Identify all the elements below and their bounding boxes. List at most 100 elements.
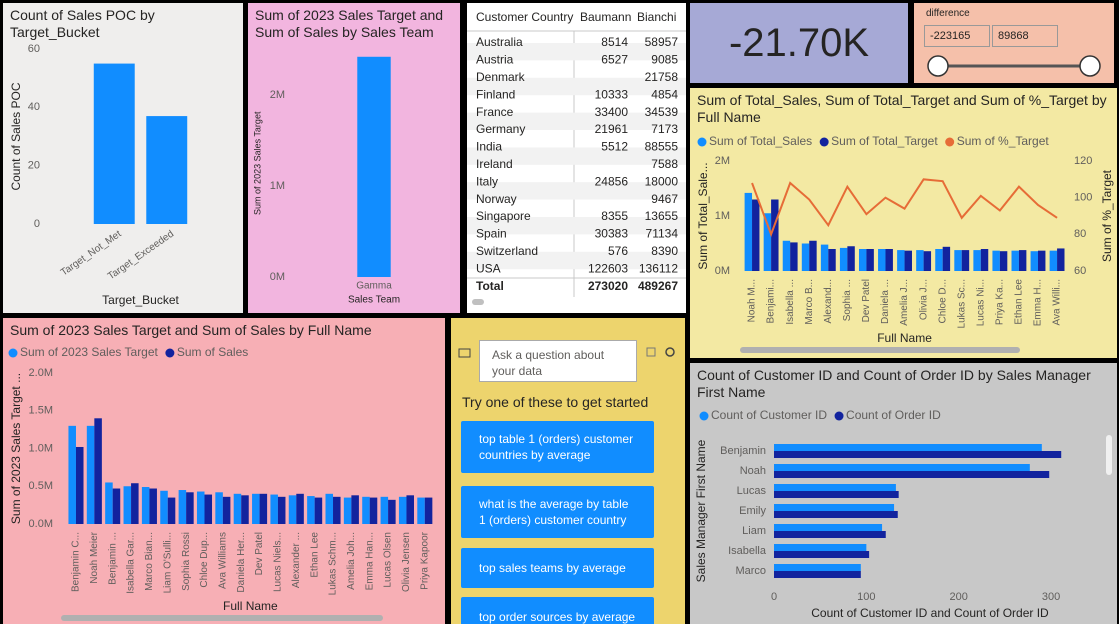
chart-title: Count of Sales POC by Target_Bucket <box>10 7 155 40</box>
x-tick-label: Olivia J... <box>918 279 929 320</box>
tick-label: 20 <box>28 160 40 172</box>
bar <box>388 499 396 524</box>
range-max-input[interactable]: 89868 <box>992 25 1058 47</box>
bar <box>277 496 286 524</box>
bar <box>369 497 378 524</box>
bar <box>160 490 168 524</box>
x-tick-label: Amelia J... <box>899 279 910 326</box>
table-cell: Germany <box>476 122 525 136</box>
legend-marker <box>945 137 955 147</box>
table-cell: 13655 <box>645 209 679 223</box>
bar <box>325 493 334 524</box>
bar <box>961 250 970 271</box>
bar <box>1038 250 1046 271</box>
bar <box>362 496 370 524</box>
suggestion-button[interactable]: top order sources by average <box>461 597 654 624</box>
x-tick-label: Benjami... <box>766 279 777 323</box>
bar <box>820 244 829 271</box>
chart-title: Sum of 2023 Sales Target and Sum of Sale… <box>255 7 444 40</box>
panel-table: Customer Country Baumann Bianchi Australia 8… <box>467 3 686 313</box>
column-header: Baumann <box>580 10 631 24</box>
bar <box>296 493 304 524</box>
table-cell: 21961 <box>595 122 629 136</box>
table-cell: 21758 <box>645 70 679 84</box>
panel-sales-manager: Count of Customer ID and Count of Order … <box>690 363 1117 624</box>
bar <box>885 249 893 271</box>
bar <box>141 487 150 524</box>
y-axis-title: Sum of 2023 Sales Target <box>252 111 262 215</box>
scrollbar[interactable] <box>740 347 1020 353</box>
bar <box>343 497 352 524</box>
x-tick-label: Noah Meier <box>89 531 100 583</box>
suggestion-button[interactable]: top table 1 (orders) customer countries … <box>461 421 654 473</box>
row-band <box>467 217 686 235</box>
bar <box>774 491 899 498</box>
chart: 0M 1M 2M 60 80 100 120 Sum of Total_Sale... Sum … <box>696 134 1114 353</box>
table-cell: USA <box>476 261 501 275</box>
settings-icon[interactable] <box>665 347 675 357</box>
x-tick-label: Noah M... <box>747 279 758 322</box>
scrollbar[interactable] <box>472 299 484 305</box>
bar <box>252 493 260 524</box>
legend-label: Sum of Total_Sales <box>709 134 812 148</box>
tick-label: 60 <box>1074 265 1086 277</box>
question-input[interactable]: Ask a question about your data <box>479 340 637 382</box>
total-cell: 273020 <box>588 279 628 293</box>
row-band <box>467 77 686 96</box>
bar <box>233 493 242 524</box>
tick-label: 60 <box>28 43 40 55</box>
table-cell: 6527 <box>601 53 628 67</box>
bar <box>196 491 205 524</box>
bar <box>307 496 315 524</box>
slider-handle[interactable] <box>1079 55 1101 77</box>
x-tick-label: Emma H... <box>1033 279 1044 326</box>
x-tick-label: Lucas Ni... <box>975 279 986 326</box>
bar <box>790 242 798 271</box>
y-axis-title: Sales Manager First Name <box>694 439 708 582</box>
suggestion-button[interactable]: top sales teams by average <box>461 548 654 588</box>
scrollbar[interactable] <box>1106 435 1112 475</box>
table-cell: Australia <box>476 35 523 49</box>
bar <box>178 490 187 524</box>
bar <box>904 250 912 271</box>
bar <box>999 251 1008 271</box>
shape-icon[interactable] <box>646 347 656 357</box>
table-cell: 7173 <box>651 122 678 136</box>
tick-label: 0 <box>771 591 777 603</box>
bar <box>86 425 95 524</box>
row-band <box>467 182 686 200</box>
table-cell: 18000 <box>645 174 679 188</box>
bar <box>1030 251 1039 271</box>
bar <box>333 496 341 524</box>
bar <box>215 492 223 524</box>
table-cell: 71134 <box>646 227 679 241</box>
x-tick-label: Dev Patel <box>861 279 872 322</box>
row-band <box>467 112 686 130</box>
bar <box>847 246 855 271</box>
table-cell: 8355 <box>601 209 628 223</box>
scrollbar[interactable] <box>61 615 383 621</box>
slider-handle[interactable] <box>927 55 949 77</box>
table-cell: Norway <box>476 192 517 206</box>
tick-label: 2M <box>270 89 285 101</box>
x-tick-label: Ava Willi... <box>1052 279 1063 326</box>
tick-label: 0 <box>34 218 40 230</box>
panel-qna: Ask a question about your data Try one o… <box>451 318 685 624</box>
table-cell: Denmark <box>476 70 526 84</box>
table-cell: Switzerland <box>476 244 538 258</box>
bar <box>774 504 895 511</box>
y2-axis-title: Sum of %_Target <box>1100 169 1114 262</box>
bar <box>771 199 779 271</box>
bar <box>839 247 848 271</box>
bar <box>774 531 886 538</box>
y-tick-label: Emily <box>739 505 766 517</box>
tick-label: 120 <box>1074 155 1092 167</box>
qna-prompt: Try one of these to get started <box>462 394 649 410</box>
tick-label: 300 <box>1042 591 1060 603</box>
tick-label: 80 <box>1074 228 1086 240</box>
suggestion-button[interactable]: what is the average by table 1 (orders) … <box>461 486 654 538</box>
slider <box>927 55 1101 77</box>
range-min-input[interactable]: -223165 <box>924 25 990 47</box>
slicer-title: difference <box>926 8 970 19</box>
